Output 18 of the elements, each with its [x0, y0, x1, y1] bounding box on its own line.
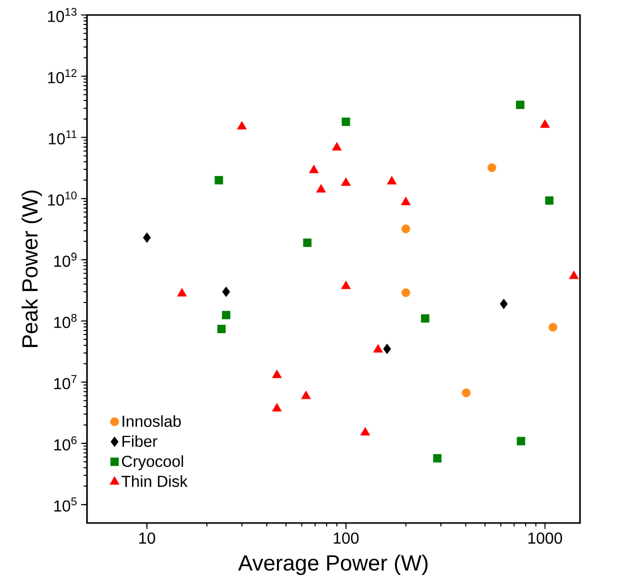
x-axis-title: Average Power (W)	[238, 554, 428, 575]
x-tick-label: 100	[334, 532, 359, 544]
y-tick-label: 10$^{9}$	[54, 252, 76, 267]
legend-label: Innoslab	[122, 415, 181, 427]
legend-label: Cryocool	[122, 455, 184, 470]
y-tick-label: 10$^{7}$	[54, 374, 76, 390]
legend-label: Fiber	[122, 435, 158, 447]
y-axis-title: Peak Power (W)	[22, 190, 42, 347]
y-tick-label: 10$^{10}$	[48, 191, 77, 206]
y-tick-label: 10$^{12}$	[48, 68, 76, 84]
y-tick-label: 10$^{8}$	[54, 314, 77, 328]
y-tick-label: 10$^{11}$	[48, 130, 76, 144]
y-tick-label: 10$^{6}$	[54, 436, 77, 450]
y-tick-label: 10$^{5}$	[54, 497, 77, 512]
x-tick-label: 1000	[528, 532, 562, 544]
y-tick-label: 10$^{13}$	[48, 8, 77, 22]
legend-label: Thin Disk	[122, 475, 188, 487]
x-tick-label: 10	[139, 532, 156, 544]
